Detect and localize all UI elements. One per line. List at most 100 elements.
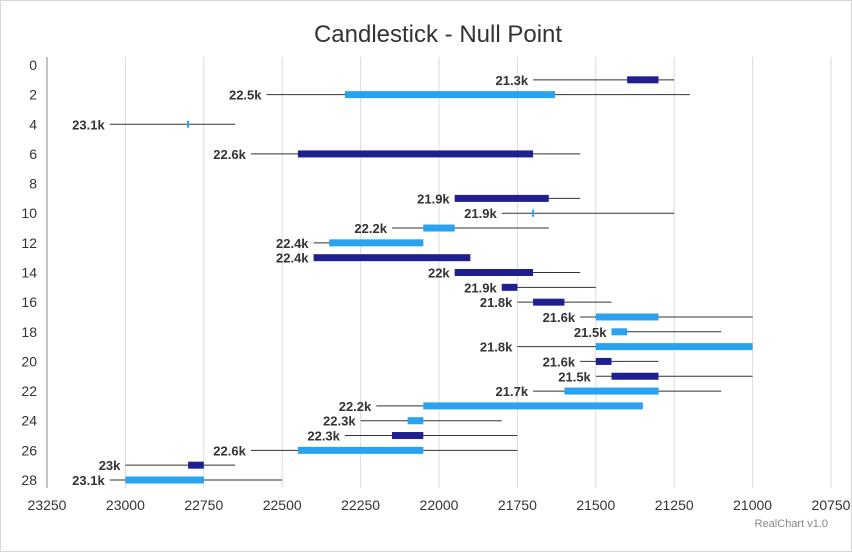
candle — [109, 476, 283, 484]
data-label: 22.4k — [276, 236, 309, 251]
chart-credit: RealChart v1.0 — [755, 518, 828, 530]
candle — [344, 432, 518, 440]
candle-body — [329, 239, 424, 247]
candle — [501, 209, 675, 217]
candle-body — [533, 298, 565, 306]
candle-body — [423, 402, 643, 410]
data-label: 22.6k — [213, 443, 246, 458]
candle — [533, 76, 675, 84]
candle — [611, 328, 722, 336]
data-label: 22k — [428, 266, 450, 281]
x-tick-label: 23250 — [28, 497, 67, 513]
data-label: 21.3k — [496, 73, 529, 88]
x-tick-label: 21500 — [576, 497, 615, 513]
data-label: 22.6k — [213, 147, 246, 162]
x-tick-label: 21750 — [498, 497, 537, 513]
candle-body — [313, 254, 471, 262]
chart-title: Candlestick - Null Point — [314, 21, 562, 48]
y-tick-label: 8 — [29, 176, 37, 192]
candle — [360, 417, 502, 425]
y-tick-label: 22 — [21, 383, 37, 399]
data-label: 22.5k — [229, 88, 262, 103]
candle — [313, 239, 424, 247]
data-label: 21.9k — [417, 191, 450, 206]
candle — [376, 402, 643, 410]
candle-body — [125, 476, 204, 484]
candle — [391, 224, 549, 232]
candle-body — [297, 446, 424, 454]
candle-body — [532, 209, 535, 217]
x-tick-label: 22000 — [420, 497, 459, 513]
candle — [454, 194, 581, 202]
candle-body — [611, 372, 659, 380]
candle — [266, 91, 690, 99]
candle — [517, 298, 612, 306]
y-tick-label: 14 — [21, 265, 37, 281]
candle — [250, 150, 581, 158]
candle — [517, 343, 753, 351]
candle-body — [627, 76, 659, 84]
data-label: 21.7k — [496, 384, 529, 399]
candle-body — [564, 387, 659, 395]
candle-body — [297, 150, 534, 158]
x-tick-label: 23000 — [106, 497, 145, 513]
candle-body — [344, 91, 556, 99]
x-tick-label: 21000 — [733, 497, 772, 513]
data-label: 21.6k — [543, 354, 576, 369]
candle — [125, 461, 236, 469]
data-label: 21.8k — [480, 295, 513, 310]
data-label: 22.3k — [307, 429, 340, 444]
candle — [595, 372, 753, 380]
candle-body — [391, 432, 424, 440]
y-tick-label: 2 — [29, 87, 37, 103]
x-tick-label: 21250 — [655, 497, 694, 513]
x-tick-label: 20750 — [812, 497, 851, 513]
y-tick-label: 18 — [21, 324, 37, 340]
data-label: 23.1k — [72, 117, 105, 132]
candle — [313, 254, 471, 262]
data-label: 23.1k — [72, 473, 105, 488]
candle-body — [501, 283, 518, 291]
y-tick-label: 6 — [29, 146, 37, 162]
data-label: 23k — [99, 458, 121, 473]
candles — [109, 76, 753, 484]
candle — [501, 283, 596, 291]
candle-body — [595, 313, 659, 321]
y-tick-label: 10 — [21, 205, 37, 221]
data-labels: 21.3k 22.5k 23.1k 22.6k 21.9k 21.9k 22.2k 22.4k… — [72, 73, 607, 488]
data-label: 22.4k — [276, 251, 309, 266]
x-tick-label: 22250 — [341, 497, 380, 513]
candle-body — [187, 120, 190, 128]
y-tick-label: 24 — [21, 413, 37, 429]
data-label: 21.9k — [464, 280, 497, 295]
data-label: 21.8k — [480, 340, 513, 355]
data-label: 21.5k — [574, 325, 607, 340]
candle-body — [454, 194, 549, 202]
candle-body — [188, 461, 204, 469]
candle-body — [454, 269, 534, 276]
candle-body — [611, 328, 628, 336]
candle-body — [595, 343, 753, 351]
data-label: 22.3k — [323, 414, 356, 429]
data-label: 21.5k — [558, 369, 591, 384]
candle-body — [407, 417, 424, 425]
data-label: 22.2k — [339, 399, 372, 414]
y-tick-label: 20 — [21, 353, 37, 369]
candle — [533, 387, 722, 395]
candle — [580, 313, 753, 321]
x-tick-label: 22750 — [184, 497, 223, 513]
candle — [580, 357, 659, 365]
candle-body — [595, 357, 612, 365]
y-tick-label: 0 — [29, 57, 37, 73]
x-tick-label: 22500 — [263, 497, 302, 513]
candle-body — [423, 224, 455, 232]
y-tick-label: 12 — [21, 235, 37, 251]
y-tick-label: 4 — [29, 116, 37, 132]
candle — [109, 120, 236, 128]
grid-lines — [124, 57, 832, 488]
candle — [454, 269, 581, 276]
y-tick-label: 28 — [21, 472, 37, 488]
value-axis-ticks: 23250 23000 22750 22500 22250 22000 21750 21500… — [28, 497, 851, 513]
